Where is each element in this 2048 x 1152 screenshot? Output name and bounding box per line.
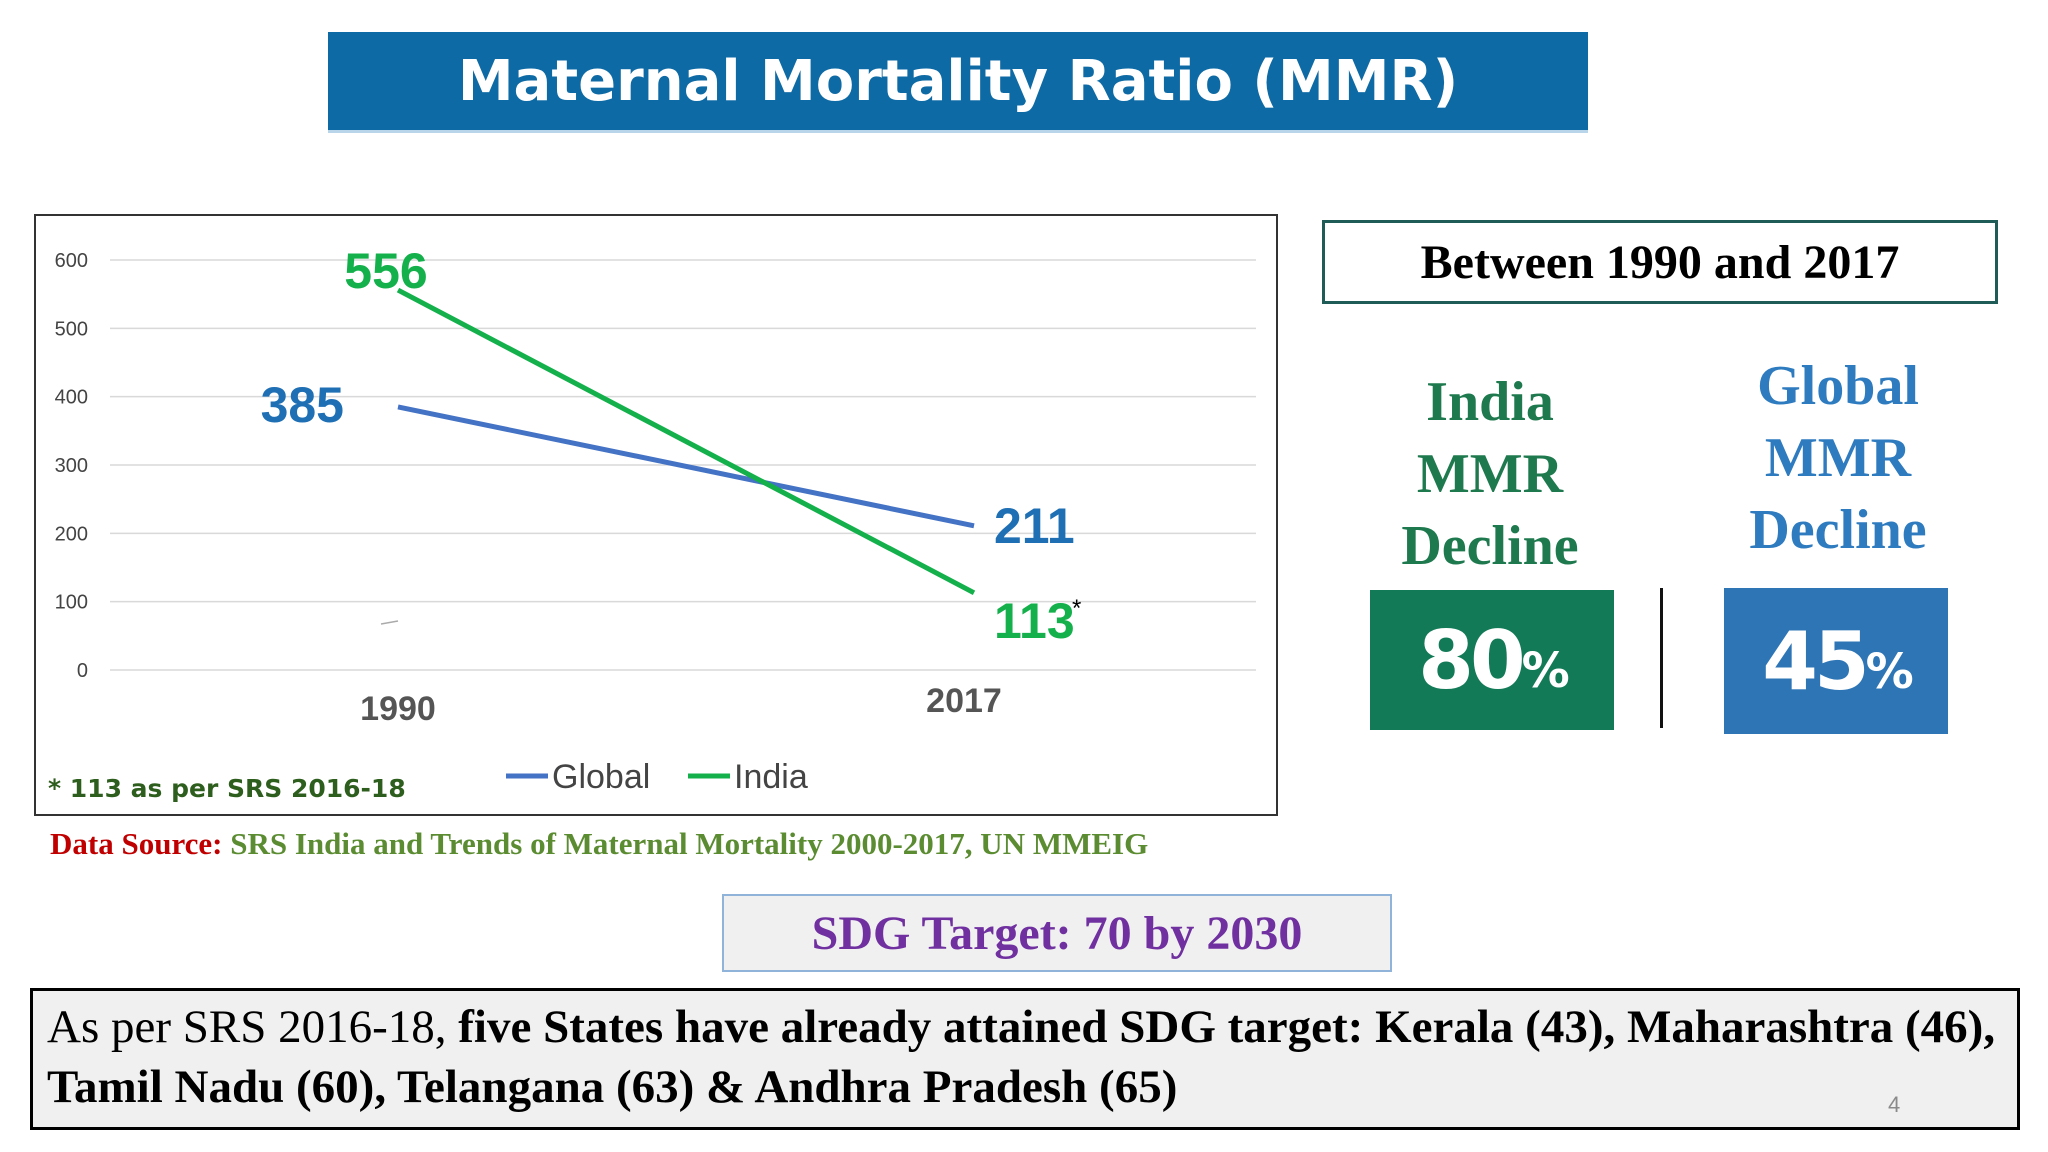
x-category-label: 2017: [926, 682, 1002, 720]
global-title-line: MMR: [1764, 427, 1912, 489]
series-line-global: [397, 404, 975, 529]
data-label-india: 556: [344, 243, 427, 299]
india-decline-badge: 80 %: [1370, 590, 1614, 730]
y-tick-label: 400: [55, 387, 88, 409]
global-decline-title: Global MMR Decline: [1716, 350, 1960, 566]
chart-footnote: * 113 as per SRS 2016-18: [48, 774, 406, 803]
global-decline-unit: %: [1865, 644, 1914, 700]
india-decline-value: 80: [1418, 613, 1525, 707]
y-tick-label: 0: [77, 660, 88, 682]
series-line-india: [396, 287, 976, 595]
states-highlight: five States have already attained SDG ta…: [47, 1001, 1996, 1113]
legend-label-global: Global: [552, 758, 650, 796]
badge-divider: [1660, 588, 1663, 728]
global-decline-badge: 45 %: [1724, 588, 1948, 734]
period-heading: Between 1990 and 2017: [1322, 220, 1998, 304]
data-label-global: 211: [994, 498, 1075, 554]
y-tick-label: 100: [55, 592, 88, 614]
india-title-line: Decline: [1401, 515, 1579, 577]
x-category-label: 1990: [360, 690, 436, 728]
india-decline-unit: %: [1521, 643, 1570, 699]
y-tick-label: 600: [55, 250, 88, 272]
data-source-label: Data Source:: [50, 826, 223, 861]
global-decline-value: 45: [1762, 614, 1869, 708]
global-title-line: Decline: [1749, 499, 1927, 561]
sdg-target: SDG Target: 70 by 2030: [722, 894, 1392, 972]
data-source-value: SRS India and Trends of Maternal Mortali…: [230, 826, 1149, 861]
y-tick-label: 300: [55, 455, 88, 477]
legend-label-india: India: [734, 758, 808, 796]
states-summary: As per SRS 2016-18, five States have alr…: [30, 988, 2020, 1130]
slide-title: Maternal Mortality Ratio (MMR): [328, 32, 1588, 130]
india-title-line: MMR: [1416, 443, 1564, 505]
global-title-line: Global: [1757, 355, 1919, 417]
chart-panel: 0 100 200 300 400 500 600 1990 2017 385 211 556 113 *…: [34, 214, 1278, 816]
data-source: Data Source: SRS India and Trends of Mat…: [50, 826, 1148, 862]
y-tick-label: 200: [55, 523, 88, 545]
india-title-line: India: [1426, 371, 1554, 433]
y-tick-label: 500: [55, 318, 88, 340]
data-label-india: 113: [994, 593, 1075, 649]
line-chart: 0 100 200 300 400 500 600 1990 2017 385 211 556 113*…: [55, 243, 1256, 796]
data-label-global: 385: [261, 377, 344, 433]
states-prefix: As per SRS 2016-18,: [47, 1001, 459, 1053]
india-decline-title: India MMR Decline: [1368, 366, 1612, 582]
annotation-asterisk: *: [1072, 595, 1081, 622]
label-leader: [380, 620, 399, 625]
page-number: 4: [1888, 1092, 1901, 1117]
